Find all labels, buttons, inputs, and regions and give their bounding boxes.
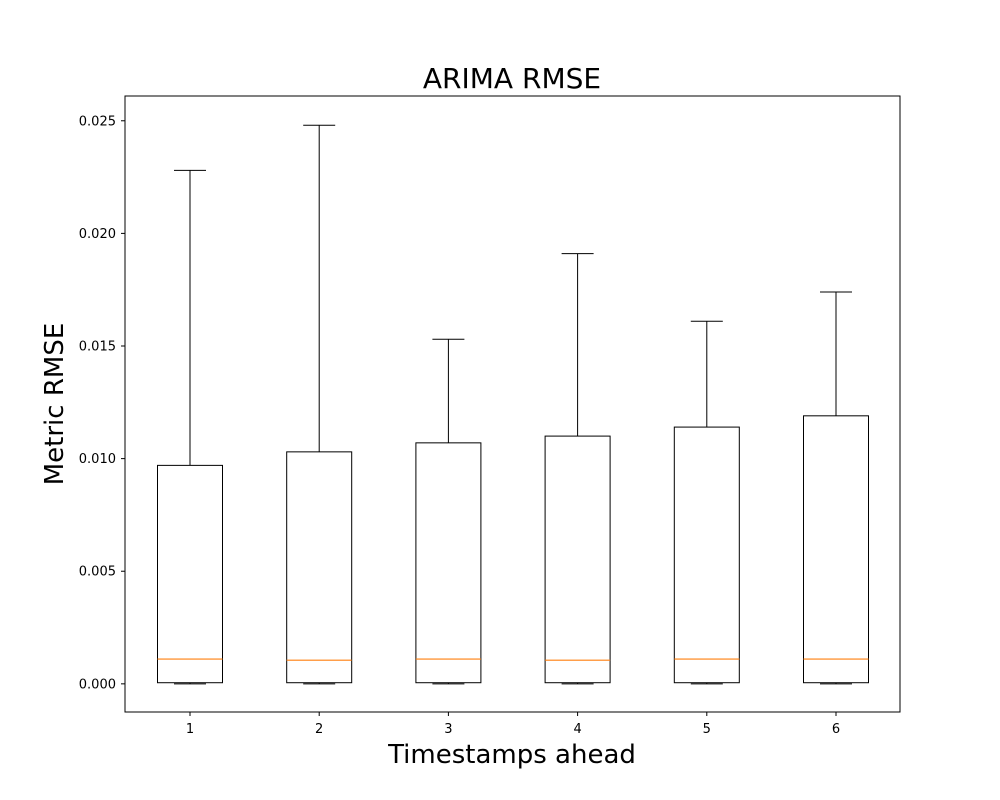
box — [544, 435, 611, 684]
y-axis-label: Metric RMSE — [40, 323, 70, 486]
box-group-3 — [415, 338, 482, 685]
box — [673, 426, 740, 684]
y-axis: 0.000 0.005 0.010 0.015 0.020 0.025 — [79, 114, 125, 692]
chart-title: ARIMA RMSE — [423, 62, 601, 95]
x-tick-label: 5 — [703, 722, 711, 737]
plot-frame — [124, 95, 901, 713]
box — [415, 442, 482, 684]
y-tick-label: 0.015 — [79, 340, 116, 355]
y-tick-label: 0.025 — [79, 114, 116, 129]
y-tick-label: 0.010 — [79, 452, 116, 467]
x-tick-label: 6 — [832, 722, 840, 737]
box — [157, 464, 223, 684]
box-group-2 — [286, 124, 353, 685]
box-group-1 — [157, 169, 223, 685]
box-group-6 — [803, 291, 869, 685]
x-tick-label: 4 — [573, 722, 581, 737]
box-group-4 — [544, 253, 611, 685]
x-axis: 1 2 3 4 5 6 — [186, 712, 840, 737]
box — [803, 415, 869, 684]
plot-area — [157, 124, 869, 685]
box-group-5 — [673, 320, 740, 685]
y-tick-label: 0.020 — [79, 227, 116, 242]
x-axis-label: Timestamps ahead — [387, 740, 636, 770]
x-tick-label: 1 — [186, 722, 194, 737]
y-tick-label: 0.000 — [79, 677, 116, 692]
y-tick-label: 0.005 — [79, 565, 116, 580]
box — [286, 451, 353, 684]
x-tick-label: 3 — [444, 722, 452, 737]
x-tick-label: 2 — [315, 722, 323, 737]
